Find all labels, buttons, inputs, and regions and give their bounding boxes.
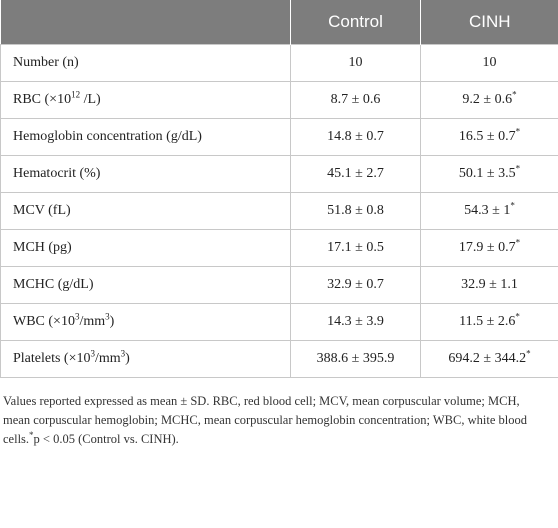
table-footnote: Values reported expressed as mean ± SD. …	[3, 394, 527, 446]
table-row: RBC (×1012 /L) 8.7 ± 0.6 9.2 ± 0.6*	[0, 81, 558, 119]
table-row: WBC (×103/mm3) 14.3 ± 3.9 11.5 ± 2.6*	[0, 303, 558, 341]
table-row: Platelets (×103/mm3) 388.6 ± 395.9 694.2 ±…	[0, 340, 558, 378]
table-row: MCV (fL) 51.8 ± 0.8 54.3 ± 1*	[0, 192, 558, 230]
cinh-value: 10	[420, 44, 558, 82]
table-body: Number (n) 10 10 RBC (×1012 /L) 8.7 ± 0.6 9.2…	[0, 44, 558, 378]
row-label: MCV (fL)	[0, 192, 291, 230]
hematology-table: Control CINH Number (n) 10 10 RBC (×1012 /L…	[0, 0, 558, 378]
header-row: Control CINH	[0, 0, 558, 45]
control-value: 45.1 ± 2.7	[290, 155, 421, 193]
control-value: 14.3 ± 3.9	[290, 303, 421, 341]
table-row: MCH (pg) 17.1 ± 0.5 17.9 ± 0.7*	[0, 229, 558, 267]
header-empty-cell	[0, 0, 291, 45]
cinh-value: 16.5 ± 0.7*	[420, 118, 558, 156]
table-row: Hemoglobin concentration (g/dL) 14.8 ± 0.…	[0, 118, 558, 156]
control-value: 388.6 ± 395.9	[290, 340, 421, 378]
row-label: Number (n)	[0, 44, 291, 82]
control-value: 51.8 ± 0.8	[290, 192, 421, 230]
cinh-value: 54.3 ± 1*	[420, 192, 558, 230]
cinh-value: 50.1 ± 3.5*	[420, 155, 558, 193]
row-label: MCHC (g/dL)	[0, 266, 291, 304]
cinh-value: 11.5 ± 2.6*	[420, 303, 558, 341]
control-value: 8.7 ± 0.6	[290, 81, 421, 119]
control-value: 14.8 ± 0.7	[290, 118, 421, 156]
row-label: MCH (pg)	[0, 229, 291, 267]
row-label: Platelets (×103/mm3)	[0, 340, 291, 378]
cinh-value: 9.2 ± 0.6*	[420, 81, 558, 119]
header-control: Control	[290, 0, 421, 45]
control-value: 32.9 ± 0.7	[290, 266, 421, 304]
row-label: Hemoglobin concentration (g/dL)	[0, 118, 291, 156]
control-value: 17.1 ± 0.5	[290, 229, 421, 267]
cinh-value: 32.9 ± 1.1	[420, 266, 558, 304]
row-label: WBC (×103/mm3)	[0, 303, 291, 341]
table-container: Control CINH Number (n) 10 10 RBC (×1012 /L…	[0, 0, 558, 446]
table-row: MCHC (g/dL) 32.9 ± 0.7 32.9 ± 1.1	[0, 266, 558, 304]
control-value: 10	[290, 44, 421, 82]
header-cinh: CINH	[420, 0, 558, 45]
table-row: Hematocrit (%) 45.1 ± 2.7 50.1 ± 3.5*	[0, 155, 558, 193]
row-label: RBC (×1012 /L)	[0, 81, 291, 119]
cinh-value: 17.9 ± 0.7*	[420, 229, 558, 267]
row-label: Hematocrit (%)	[0, 155, 291, 193]
table-row: Number (n) 10 10	[0, 44, 558, 82]
cinh-value: 694.2 ± 344.2*	[420, 340, 558, 378]
